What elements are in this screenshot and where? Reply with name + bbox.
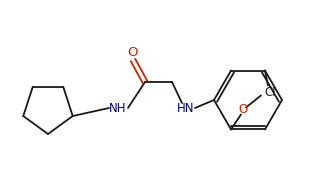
Text: Cl: Cl [264, 86, 276, 99]
Text: NH: NH [109, 102, 127, 115]
Text: HN: HN [177, 102, 195, 115]
Text: O: O [238, 103, 248, 116]
Text: O: O [128, 46, 138, 58]
